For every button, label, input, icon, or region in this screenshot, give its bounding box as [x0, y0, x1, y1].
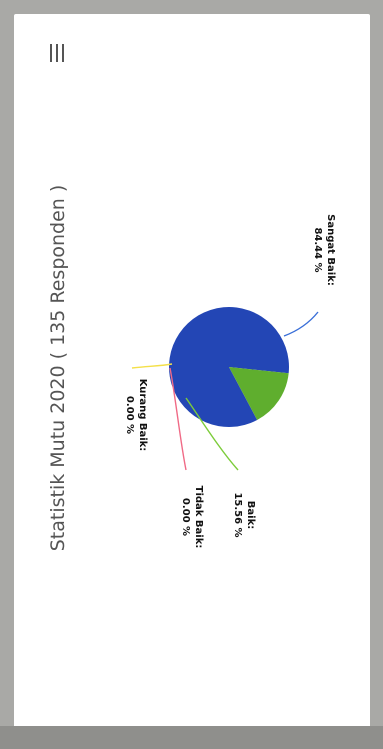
slice-label-name-kurang-baik: Kurang Baik:	[137, 379, 148, 452]
slice-label-baik: Baik:15.56 %	[232, 492, 256, 537]
leader-line-kurang-baik	[131, 363, 173, 369]
leader-line-tidak-baik	[169, 367, 187, 471]
slice-label-value-baik: 15.56 %	[232, 492, 243, 537]
slice-label-value-tidak-baik: 0.00 %	[180, 498, 191, 536]
pie-slice-baik	[229, 367, 289, 420]
leader-line-baik	[185, 397, 239, 471]
slice-label-value-sangat-baik: 84.44 %	[312, 227, 323, 272]
slice-label-name-baik: Baik:	[245, 501, 256, 529]
slice-label-kurang-baik: Kurang Baik:0.00 %	[124, 379, 148, 452]
slice-label-sangat-baik: Sangat Baik:84.44 %	[312, 214, 336, 286]
leader-line-sangat-baik	[283, 311, 319, 337]
chart-title: Statistik Mutu 2020 ( 135 Responden )	[47, 185, 69, 552]
pie	[169, 307, 289, 427]
chart-title-group: Statistik Mutu 2020 ( 135 Responden )	[47, 185, 69, 552]
slice-label-name-sangat-baik: Sangat Baik:	[325, 214, 336, 286]
bottom-shadow	[0, 726, 383, 749]
hamburger-menu-icon[interactable]	[50, 44, 68, 62]
slice-label-tidak-baik: Tidak Baik:0.00 %	[180, 486, 204, 549]
slice-label-value-kurang-baik: 0.00 %	[124, 396, 135, 434]
slice-label-name-tidak-baik: Tidak Baik:	[193, 486, 204, 549]
slice-labels: Sangat Baik:84.44 % Baik:15.56 % Tidak Bai…	[124, 214, 336, 548]
